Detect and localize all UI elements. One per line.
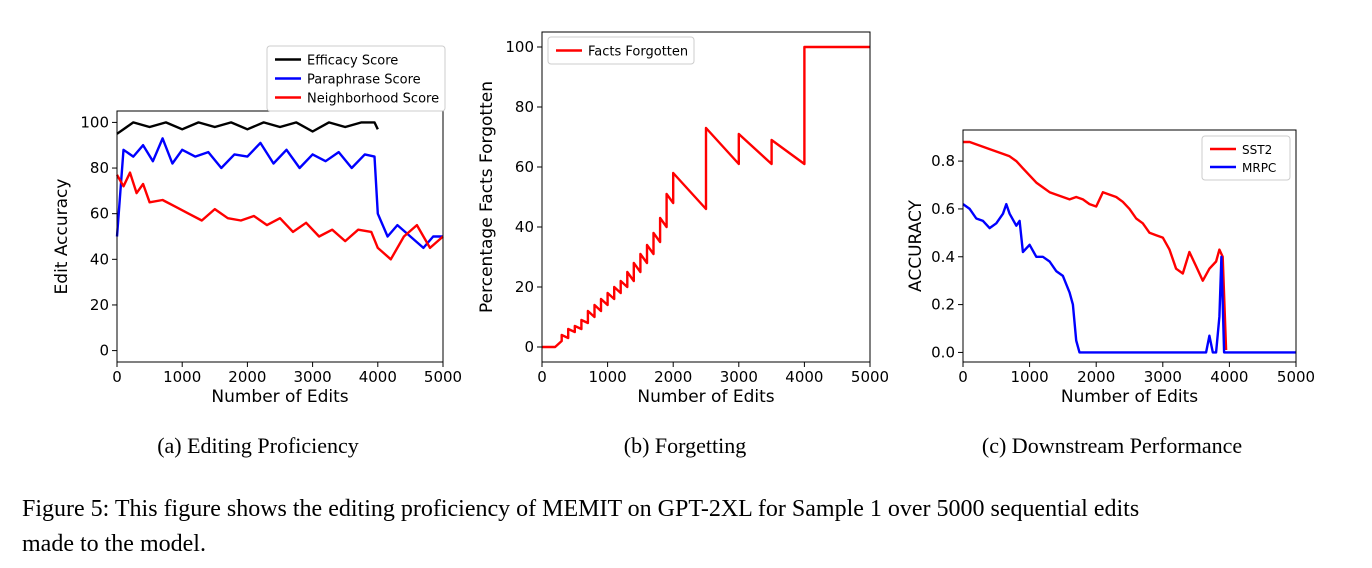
series-line-mrpc — [962, 202, 1296, 354]
x-tick-label: 4000 — [785, 368, 823, 386]
y-tick-label: 40 — [90, 250, 109, 268]
legend: Efficacy Score Paraphrase Score Neighborho… — [266, 45, 446, 112]
y-axis-label: ACCURACY — [906, 199, 926, 292]
y-tick-label: 20 — [515, 278, 534, 296]
legend-entry-label: SST2 — [1242, 143, 1272, 157]
x-axis-label: Number of Edits — [1061, 387, 1198, 407]
series-line-facts-forgotten — [542, 45, 870, 349]
panel-b-forgetting: 0 1000 2000 3000 4000 5000 0 20 40 60 80 100 Number … — [477, 31, 889, 458]
plot-frame — [962, 129, 1297, 363]
y-tick-label: 0 — [99, 342, 109, 360]
subfigure-caption: (b) Forgetting — [624, 433, 746, 458]
y-tick-label: 0.2 — [931, 296, 955, 314]
x-axis-label: Number of Edits — [211, 387, 348, 407]
x-tick-label: 1000 — [1011, 368, 1049, 386]
y-tick-label: 100 — [80, 113, 109, 131]
y-tick-label: 40 — [515, 218, 534, 236]
y-axis-label: Percentage Facts Forgotten — [477, 81, 497, 313]
series-line-neighborhood-score — [115, 171, 444, 261]
figure-caption-line-2: made to the model. — [22, 531, 206, 557]
x-tick-label: 5000 — [851, 368, 889, 386]
y-tick-label: 80 — [515, 98, 534, 116]
legend-entry-label: Paraphrase Score — [307, 73, 421, 88]
x-tick-label: 1000 — [163, 368, 201, 386]
y-tick-label: 80 — [90, 159, 109, 177]
y-tick-label: 0.0 — [931, 343, 955, 361]
x-tick-label: 2000 — [228, 368, 266, 386]
x-tick-label: 1000 — [589, 368, 627, 386]
x-tick-label: 3000 — [1144, 368, 1182, 386]
legend: SST2 MRPC — [1201, 135, 1291, 181]
panel-a-editing-proficiency: 0 1000 2000 3000 4000 5000 0 20 40 60 80 100 Number … — [52, 45, 462, 458]
legend-box — [1201, 135, 1291, 181]
x-tick-label: 2000 — [1077, 368, 1115, 386]
figure-caption-line-1: Figure 5: This figure shows the editing … — [22, 496, 1139, 522]
y-tick-label: 60 — [515, 158, 534, 176]
series-line-paraphrase-score — [115, 137, 443, 250]
x-tick-label: 3000 — [294, 368, 332, 386]
legend-entry-label: Efficacy Score — [307, 54, 398, 69]
subfigure-caption: (c) Downstream Performance — [982, 433, 1242, 458]
panel-c-downstream-performance: 0 1000 2000 3000 4000 5000 0.0 0.2 0.4 0.6 0.8 Numb… — [906, 129, 1315, 458]
y-tick-label: 0.8 — [931, 152, 955, 170]
legend: Facts Forgotten — [547, 36, 695, 65]
x-tick-label: 4000 — [359, 368, 397, 386]
y-tick-label: 20 — [90, 296, 109, 314]
x-tick-label: 3000 — [720, 368, 758, 386]
series-line-sst2 — [963, 140, 1228, 351]
legend-box — [266, 45, 446, 112]
x-tick-label: 0 — [537, 368, 547, 386]
x-tick-label: 5000 — [424, 368, 462, 386]
y-tick-label: 0.6 — [931, 200, 955, 218]
y-tick-label: 60 — [90, 205, 109, 223]
subfigure-caption: (a) Editing Proficiency — [157, 433, 359, 458]
legend-entry-label: MRPC — [1242, 161, 1276, 175]
legend-box — [547, 36, 695, 65]
x-tick-label: 5000 — [1277, 368, 1315, 386]
plot-frame — [541, 31, 871, 363]
x-tick-label: 0 — [958, 368, 968, 386]
x-tick-label: 4000 — [1210, 368, 1248, 386]
x-tick-label: 2000 — [654, 368, 692, 386]
y-tick-label: 0.4 — [931, 248, 955, 266]
legend-entry-label: Neighborhood Score — [307, 92, 439, 107]
x-tick-label: 0 — [112, 368, 122, 386]
y-tick-label: 100 — [505, 38, 534, 56]
series-line-efficacy-score — [116, 121, 379, 135]
x-axis-label: Number of Edits — [637, 387, 774, 407]
y-tick-label: 0 — [524, 338, 534, 356]
legend-entry-label: Facts Forgotten — [588, 45, 688, 60]
y-axis-label: Edit Accuracy — [52, 179, 72, 295]
